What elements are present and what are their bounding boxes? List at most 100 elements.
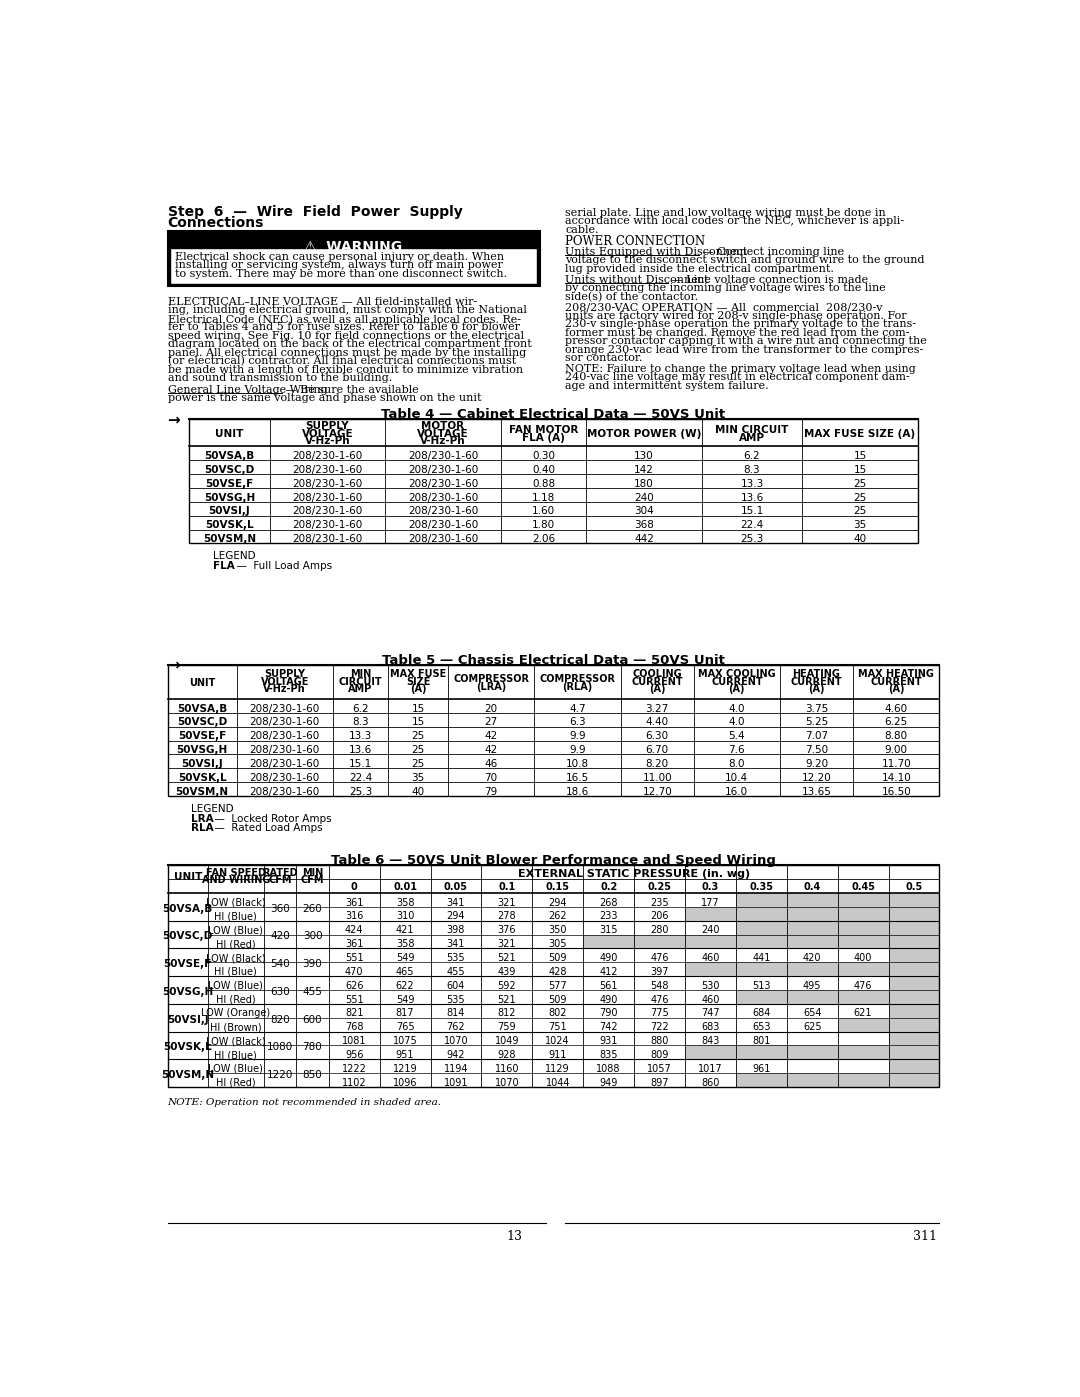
- Text: COMPRESSOR: COMPRESSOR: [454, 675, 529, 685]
- Text: 208/230-1-60: 208/230-1-60: [249, 787, 320, 796]
- Bar: [838, 907, 889, 921]
- Text: 1219: 1219: [393, 1065, 417, 1074]
- Text: 455: 455: [447, 967, 465, 977]
- Text: FLA: FLA: [213, 562, 234, 571]
- Text: 0.25: 0.25: [648, 882, 672, 893]
- Text: LOW (Orange): LOW (Orange): [201, 1009, 270, 1018]
- Text: 577: 577: [549, 981, 567, 990]
- Bar: [838, 893, 889, 907]
- Text: VOLTAGE: VOLTAGE: [417, 429, 469, 439]
- Text: 268: 268: [599, 898, 618, 908]
- Text: 321: 321: [498, 898, 516, 908]
- Text: 4.60: 4.60: [885, 704, 908, 714]
- Text: LOW (Blue): LOW (Blue): [208, 981, 264, 990]
- Text: 548: 548: [650, 981, 669, 990]
- Text: LEGEND: LEGEND: [191, 803, 233, 813]
- Text: 305: 305: [549, 939, 567, 949]
- Bar: [786, 907, 838, 921]
- Text: 40: 40: [853, 534, 866, 545]
- Text: 2.06: 2.06: [531, 534, 555, 545]
- Text: 549: 549: [396, 953, 415, 963]
- Bar: [786, 1045, 838, 1059]
- Bar: [889, 949, 940, 963]
- Text: CURRENT: CURRENT: [791, 676, 842, 686]
- Text: 25.3: 25.3: [349, 787, 373, 796]
- Text: 653: 653: [752, 1023, 770, 1032]
- Text: 961: 961: [752, 1065, 770, 1074]
- Text: 540: 540: [270, 960, 289, 970]
- Text: 684: 684: [752, 1009, 770, 1018]
- Text: Connections: Connections: [167, 217, 264, 231]
- Text: 358: 358: [396, 898, 415, 908]
- Text: 561: 561: [599, 981, 618, 990]
- Text: 949: 949: [599, 1077, 618, 1088]
- Text: (A): (A): [649, 685, 665, 694]
- Text: 12.20: 12.20: [801, 773, 832, 782]
- Text: 3.75: 3.75: [805, 704, 828, 714]
- Text: 6.2: 6.2: [352, 704, 369, 714]
- Text: 50VSG,H: 50VSG,H: [204, 493, 255, 503]
- Text: panel. All electrical connections must be made by the installing: panel. All electrical connections must b…: [167, 348, 526, 358]
- Text: 240: 240: [701, 925, 719, 936]
- Text: 513: 513: [752, 981, 770, 990]
- Bar: [889, 921, 940, 935]
- Text: CIRCUIT: CIRCUIT: [339, 676, 382, 686]
- Text: 1081: 1081: [342, 1037, 366, 1046]
- Text: 208/230-1-60: 208/230-1-60: [249, 745, 320, 756]
- Text: 1.80: 1.80: [531, 520, 555, 531]
- Text: 294: 294: [447, 911, 465, 922]
- Bar: [889, 990, 940, 1004]
- Bar: [838, 921, 889, 935]
- Text: 0: 0: [351, 882, 357, 893]
- Text: MIN CIRCUIT: MIN CIRCUIT: [715, 425, 788, 434]
- Text: 0.01: 0.01: [393, 882, 417, 893]
- Text: HI (Blue): HI (Blue): [214, 1051, 257, 1060]
- Text: 7.50: 7.50: [805, 745, 828, 756]
- Bar: [838, 963, 889, 977]
- Text: 208/230-1-60: 208/230-1-60: [249, 731, 320, 742]
- Text: 35: 35: [411, 773, 424, 782]
- Text: and sound transmission to the building.: and sound transmission to the building.: [167, 373, 392, 383]
- Text: 25: 25: [853, 479, 866, 489]
- Text: 398: 398: [447, 925, 465, 936]
- Text: V-Hz-Ph: V-Hz-Ph: [264, 685, 306, 694]
- Text: 208/230-1-60: 208/230-1-60: [408, 534, 478, 545]
- Bar: [889, 1031, 940, 1045]
- Text: Step  6  —  Wire  Field  Power  Supply: Step 6 — Wire Field Power Supply: [167, 204, 462, 218]
- Text: 22.4: 22.4: [349, 773, 373, 782]
- Text: 208/230-1-60: 208/230-1-60: [249, 759, 320, 768]
- Text: 951: 951: [396, 1051, 415, 1060]
- Bar: [889, 1018, 940, 1031]
- Text: 1160: 1160: [495, 1065, 519, 1074]
- Text: 13.3: 13.3: [740, 479, 764, 489]
- Text: 1222: 1222: [341, 1065, 366, 1074]
- Text: MIN: MIN: [301, 868, 323, 877]
- Bar: [786, 935, 838, 949]
- Text: 5.4: 5.4: [729, 731, 745, 742]
- Text: 928: 928: [498, 1051, 516, 1060]
- Text: 592: 592: [498, 981, 516, 990]
- Text: 240: 240: [634, 493, 653, 503]
- Text: 521: 521: [498, 995, 516, 1004]
- Text: 50VSM,N: 50VSM,N: [203, 534, 256, 545]
- Text: CURRENT: CURRENT: [711, 676, 762, 686]
- Text: diagram located on the back of the electrical compartment front: diagram located on the back of the elect…: [167, 339, 531, 349]
- Text: 465: 465: [396, 967, 415, 977]
- Text: MAX FUSE SIZE (A): MAX FUSE SIZE (A): [805, 429, 916, 439]
- Text: 50VSC,D: 50VSC,D: [163, 932, 213, 942]
- Text: 25: 25: [853, 507, 866, 517]
- Bar: [583, 935, 634, 949]
- Text: 13.65: 13.65: [801, 787, 832, 796]
- Text: 260: 260: [302, 904, 322, 914]
- Text: lug provided inside the electrical compartment.: lug provided inside the electrical compa…: [565, 264, 834, 274]
- Bar: [685, 1045, 735, 1059]
- Text: 50VSE,F: 50VSE,F: [163, 960, 212, 970]
- Text: 762: 762: [447, 1023, 465, 1032]
- Text: orange 230-vac lead wire from the transformer to the compres-: orange 230-vac lead wire from the transf…: [565, 345, 923, 355]
- Text: 46: 46: [485, 759, 498, 768]
- Text: 50VSI,J: 50VSI,J: [181, 759, 222, 768]
- Text: NOTE: Failure to change the primary voltage lead when using: NOTE: Failure to change the primary volt…: [565, 365, 916, 374]
- Text: 368: 368: [634, 520, 653, 531]
- Text: 316: 316: [345, 911, 363, 922]
- Text: 15.1: 15.1: [740, 507, 764, 517]
